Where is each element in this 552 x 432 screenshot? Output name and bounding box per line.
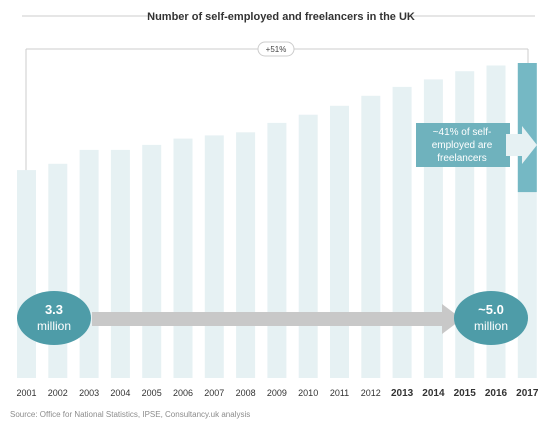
x-tick-2017: 2017	[516, 388, 539, 399]
x-tick-2010: 2010	[298, 388, 318, 398]
x-tick-2002: 2002	[48, 388, 68, 398]
bar-2011	[330, 105, 349, 379]
x-tick-2016: 2016	[485, 388, 508, 399]
callout-arrow-icon	[506, 126, 537, 164]
bar-2008	[236, 132, 256, 378]
chart-title: Number of self-employed and freelancers …	[147, 11, 415, 23]
callout-line-2: employed are	[432, 140, 493, 151]
end-bubble	[454, 291, 528, 345]
bar-2002	[48, 163, 68, 378]
freelancer-callout-box	[416, 123, 510, 167]
bar-2012	[361, 95, 381, 379]
bar-2001	[17, 170, 36, 378]
x-axis-ticks: 2001 2002 2003 2004 2005 2006 2007 2008 2009 2010…	[16, 388, 538, 399]
callout-line-1: ~41% of self-	[433, 127, 492, 138]
x-tick-2005: 2005	[142, 388, 162, 398]
start-bubble-value: 3.3	[45, 302, 63, 317]
bar-2013	[392, 86, 412, 379]
bar-2009	[267, 122, 287, 379]
x-tick-2009: 2009	[267, 388, 287, 398]
x-tick-2012: 2012	[361, 388, 381, 398]
source-note: Source: Office for National Statistics, …	[10, 410, 250, 419]
bar-2004	[110, 149, 130, 378]
x-tick-2008: 2008	[236, 388, 256, 398]
start-bubble-unit: million	[37, 319, 71, 333]
x-tick-2013: 2013	[391, 388, 414, 399]
growth-label-box	[257, 41, 295, 57]
bar-2003	[79, 149, 99, 378]
callout-line-3: freelancers	[437, 153, 486, 164]
growth-arrow-head	[442, 304, 462, 334]
growth-arrow-shaft	[92, 312, 444, 326]
end-bubble-unit: million	[474, 319, 508, 333]
bar-2017-freelancer-segment	[517, 63, 537, 193]
x-tick-2007: 2007	[204, 388, 224, 398]
start-bubble	[17, 291, 91, 345]
x-tick-2014: 2014	[422, 388, 445, 399]
bar-2005	[142, 144, 162, 378]
x-tick-2015: 2015	[454, 388, 477, 399]
growth-label: +51%	[266, 45, 287, 54]
x-tick-2011: 2011	[330, 388, 349, 398]
bar-2006	[173, 138, 193, 378]
x-tick-2006: 2006	[173, 388, 193, 398]
bar-2007	[204, 135, 224, 378]
x-tick-2001: 2001	[16, 388, 36, 398]
x-tick-2003: 2003	[79, 388, 99, 398]
bar-2010	[298, 114, 318, 378]
x-tick-2004: 2004	[110, 388, 130, 398]
end-bubble-value: ~5.0	[478, 302, 504, 317]
